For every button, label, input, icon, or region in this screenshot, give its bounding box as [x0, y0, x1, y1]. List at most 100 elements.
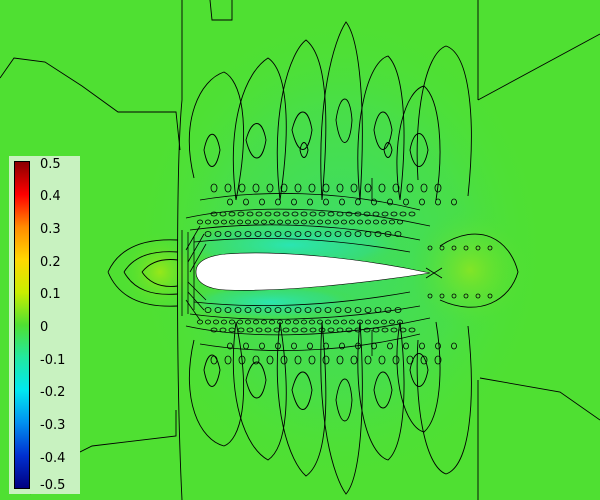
contour-cell	[221, 319, 227, 325]
contour-cell	[237, 219, 243, 225]
near-airfoil-contours	[181, 178, 431, 356]
contour-line	[276, 321, 327, 477]
contour-cell	[269, 219, 275, 225]
contour-line	[335, 378, 353, 422]
contour-cell	[344, 231, 352, 237]
contour-line	[203, 354, 221, 387]
contour-line	[416, 325, 472, 475]
contour-cell	[371, 198, 377, 206]
contour-cell	[327, 211, 335, 217]
contour-cell	[439, 245, 445, 251]
contour-cell	[246, 211, 254, 217]
contour-line	[185, 317, 431, 336]
contour-cell	[427, 245, 433, 251]
contour-cell	[403, 198, 409, 206]
contour-cell	[229, 319, 235, 325]
contour-cell	[238, 183, 246, 193]
contour-cell	[339, 198, 345, 206]
contour-cell	[246, 327, 254, 333]
contour-cell	[387, 198, 393, 206]
contour-cell	[255, 211, 263, 217]
contour-cell	[294, 307, 302, 313]
contour-cell	[397, 219, 403, 225]
contour-cell	[314, 307, 322, 313]
contour-cell	[294, 183, 302, 193]
contour-cell	[213, 319, 219, 325]
contour-line	[188, 71, 245, 201]
contour-cell	[419, 198, 425, 206]
contour-line	[209, 0, 233, 21]
contour-cell	[275, 198, 281, 206]
contour-cell	[254, 307, 262, 313]
contour-cell	[406, 355, 414, 365]
contour-cell	[341, 319, 347, 325]
contour-cell	[378, 355, 386, 365]
contour-cell	[334, 307, 342, 313]
contour-cell	[408, 327, 416, 333]
contour-cell	[293, 219, 299, 225]
contour-cell	[374, 231, 382, 237]
contour-cell	[259, 342, 265, 350]
contour-line	[203, 133, 221, 167]
contour-cell	[372, 327, 380, 333]
contour-cell	[285, 319, 291, 325]
contour-cell	[397, 319, 403, 325]
contour-cell	[300, 327, 308, 333]
contour-line	[141, 259, 179, 287]
contour-cell	[244, 231, 252, 237]
colorbar-label: -0.3	[40, 418, 66, 433]
contour-cell	[304, 231, 312, 237]
contour-cell	[252, 183, 260, 193]
contour-cell	[322, 355, 330, 365]
contour-line	[188, 321, 245, 447]
trailing-edge-marker	[425, 267, 443, 279]
contour-cell	[274, 307, 282, 313]
contour-cell	[197, 319, 203, 325]
colorbar-label: 0.2	[40, 255, 61, 270]
contour-cell	[339, 342, 345, 350]
contour-cell	[408, 211, 416, 217]
contour-cell	[294, 231, 302, 237]
contour-cell	[294, 355, 302, 365]
contour-cell	[373, 319, 379, 325]
contour-cell	[345, 211, 353, 217]
contour-line	[396, 321, 441, 433]
contour-line	[409, 353, 429, 387]
contour-cell	[266, 355, 274, 365]
contour-line	[189, 224, 421, 241]
contour-cell	[309, 219, 315, 225]
contour-cell	[266, 183, 274, 193]
contour-line	[181, 230, 195, 316]
contour-line	[335, 98, 353, 143]
contour-line	[416, 45, 472, 197]
contour-cell	[309, 319, 315, 325]
contour-cell	[389, 219, 395, 225]
contour-line	[193, 291, 411, 307]
contour-cell	[364, 231, 372, 237]
contour-cell	[435, 342, 441, 350]
contour-cell	[394, 231, 402, 237]
contour-cell	[214, 307, 222, 313]
contour-line	[199, 333, 421, 351]
contour-cell	[336, 183, 344, 193]
upper-lobes	[188, 21, 472, 201]
contour-cell	[487, 245, 493, 251]
contour-line	[383, 142, 393, 158]
contour-line	[291, 371, 313, 410]
contour-line	[479, 377, 600, 421]
contour-line	[299, 142, 309, 158]
contour-cell	[227, 342, 233, 350]
contour-cell	[387, 342, 393, 350]
contour-line	[245, 361, 267, 399]
contour-cell	[363, 327, 371, 333]
contour-cell	[451, 198, 457, 206]
contour-cell	[341, 219, 347, 225]
contour-cell	[363, 211, 371, 217]
contour-cell	[327, 327, 335, 333]
contour-cell	[463, 293, 469, 299]
contour-cell	[280, 355, 288, 365]
contour-cell	[197, 219, 203, 225]
contour-cell	[243, 198, 249, 206]
